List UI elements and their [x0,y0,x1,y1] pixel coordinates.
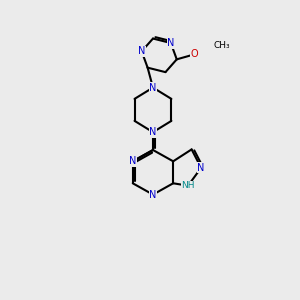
Text: N: N [149,127,157,137]
Text: N: N [129,156,136,166]
Text: O: O [191,49,198,59]
Text: N: N [197,163,205,173]
Text: CH₃: CH₃ [213,41,230,50]
Text: NH: NH [181,181,195,190]
Text: N: N [149,190,157,200]
Text: N: N [149,82,157,93]
Text: N: N [138,46,146,56]
Text: N: N [167,38,175,48]
